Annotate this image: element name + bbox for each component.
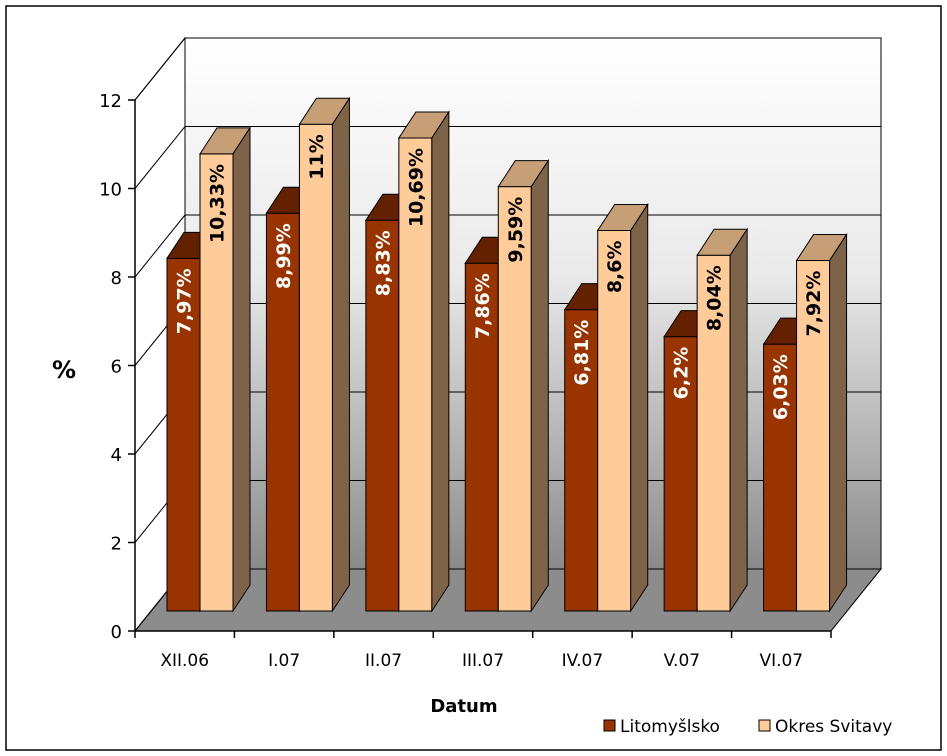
bar (199, 126, 251, 613)
bar-front (298, 123, 333, 612)
data-label: 8,83% (372, 230, 394, 296)
legend-swatch (758, 719, 771, 732)
bar-side (331, 96, 350, 613)
bar-front (365, 219, 400, 612)
y-tick-label: 10 (99, 180, 122, 201)
data-label: 7,92% (803, 271, 825, 337)
data-label: 7,86% (472, 273, 494, 339)
bar-side (431, 110, 450, 613)
legend: Litomyšlsko Okres Svitavy (603, 717, 892, 737)
y-tick-label: 6 (111, 357, 122, 378)
bar-side (729, 227, 748, 613)
gridline-side (134, 37, 186, 101)
y-tick-label: 0 (111, 622, 122, 643)
x-tick-label: III.07 (462, 651, 504, 671)
bar-front (497, 186, 532, 612)
y-tick-label: 2 (111, 534, 122, 555)
data-label: 10,69% (405, 148, 427, 227)
y-tick-label: 12 (99, 91, 122, 112)
data-label: 6,03% (770, 354, 792, 420)
bar (696, 227, 749, 613)
x-tick-label: II.07 (365, 651, 402, 671)
gridline-side (134, 214, 186, 278)
bar-front (564, 309, 599, 612)
x-tick-label: VI.07 (759, 651, 803, 671)
data-label: 9,59% (505, 197, 527, 263)
x-tick-label: IV.07 (562, 651, 604, 671)
y-tick-label: 8 (111, 268, 122, 289)
data-label: 11% (306, 134, 328, 179)
legend-label: Litomyšlsko (620, 717, 720, 737)
bar (596, 202, 649, 613)
bar-side (232, 126, 251, 613)
bar-side (829, 232, 848, 613)
bar-side (530, 158, 549, 613)
bar-front (166, 257, 201, 612)
data-label: 6,2% (671, 347, 693, 400)
bar-front (796, 260, 831, 612)
gridline-side (134, 126, 186, 189)
data-label: 8,99% (273, 223, 295, 289)
x-axis-label: Datum (430, 696, 497, 717)
bar-front (265, 212, 300, 612)
bar (397, 110, 450, 613)
bar-side (630, 202, 649, 613)
data-label: 6,81% (571, 320, 593, 386)
data-label: 8,6% (604, 240, 626, 293)
data-label: 7,97% (174, 268, 196, 334)
data-label: 8,04% (704, 265, 726, 331)
bar (497, 158, 550, 613)
legend-swatch (603, 719, 616, 732)
x-tick-label: I.07 (268, 651, 300, 671)
legend-item: Litomyšlsko (603, 717, 720, 737)
legend-label: Okres Svitavy (775, 717, 892, 737)
bar-front (597, 229, 632, 612)
data-label: 10,33% (207, 164, 229, 243)
y-tick-label: 4 (111, 445, 122, 466)
x-tick-label: V.07 (664, 651, 700, 671)
bar (298, 96, 351, 613)
y-axis-label: % (52, 356, 76, 384)
bar-front (199, 153, 234, 612)
legend-item: Okres Svitavy (758, 717, 892, 737)
x-tick-label: XII.06 (160, 651, 209, 671)
bar (795, 232, 848, 613)
